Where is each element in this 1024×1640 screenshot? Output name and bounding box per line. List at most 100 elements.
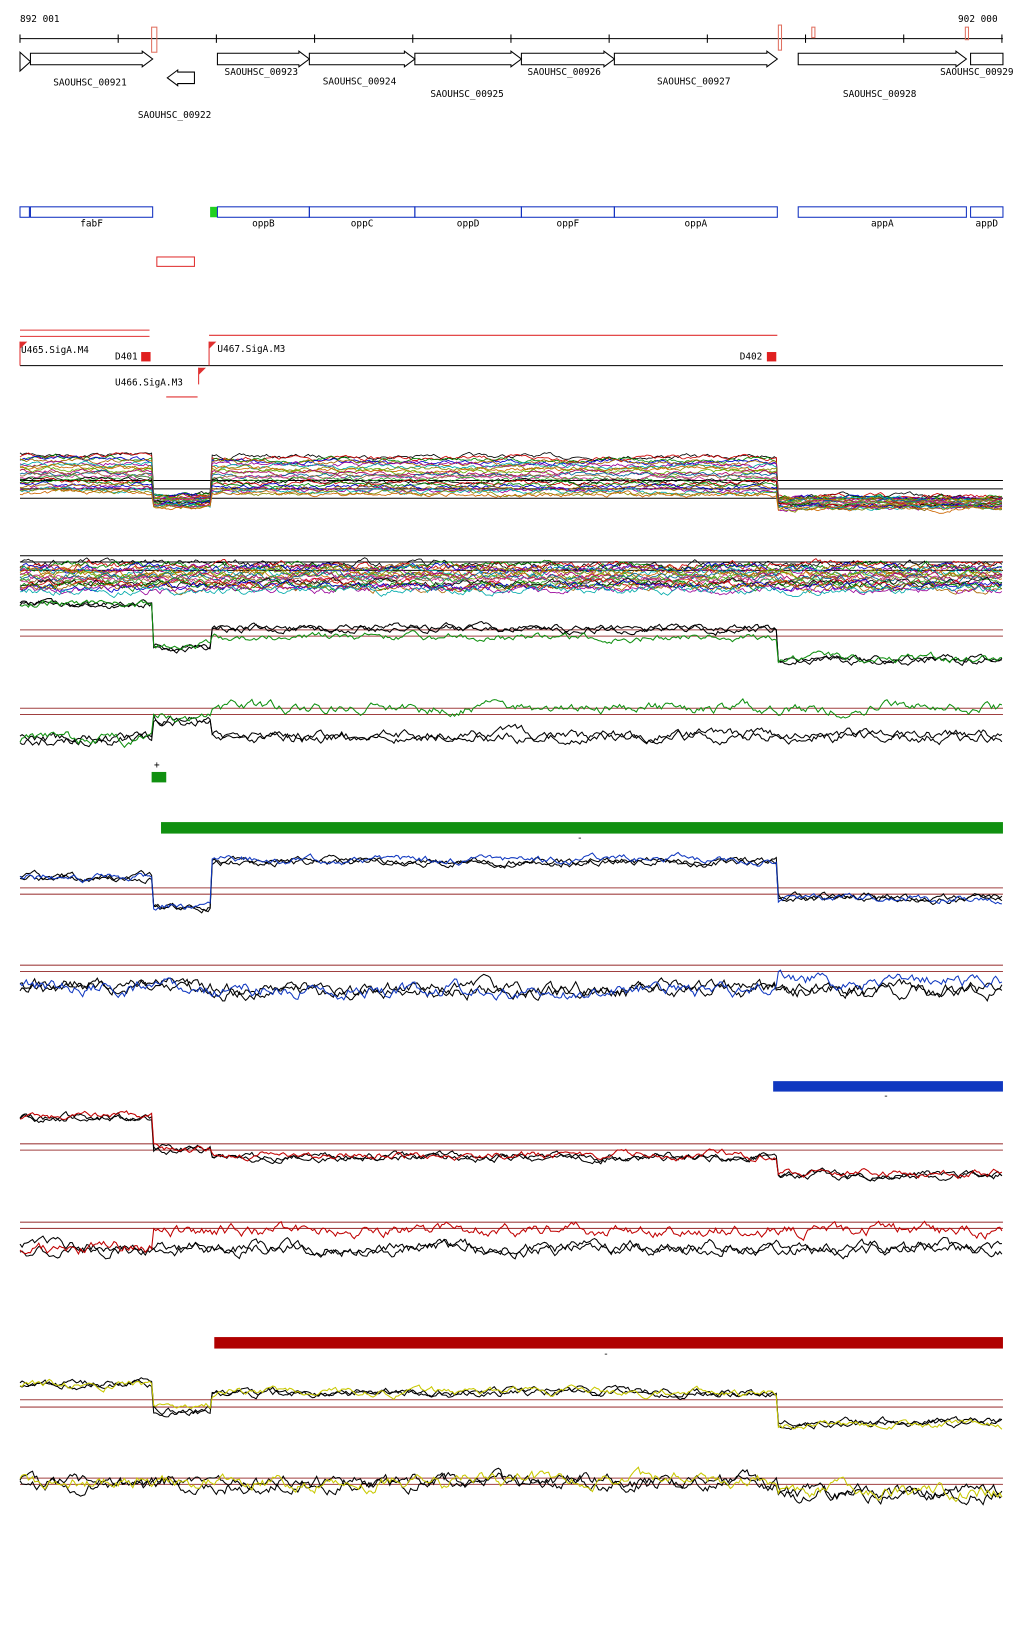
signal-trace [19,562,1003,576]
signal-trace [19,583,1003,599]
feature-box [797,206,967,218]
signal-trace [19,713,1003,748]
signal-trace [19,481,1003,511]
signal-trace [19,1236,1002,1260]
feature-label: appD [975,219,998,230]
feature-label: fabF [80,219,103,230]
ruler-marker [811,26,816,39]
signal-trace [19,598,1003,667]
feature-label: oppD [457,219,480,230]
gene-arrow [797,50,968,68]
signal-trace [19,977,1003,1002]
signal-trace [19,1466,1003,1503]
signal-trace [19,851,1002,911]
feature-box [29,206,154,218]
coord-start: 892 001 [20,14,60,25]
feature-label: oppA [685,219,708,230]
signal-trace [19,716,1003,746]
promoter-flag [198,367,206,376]
feature-label: oppC [351,219,374,230]
signal-trace [19,569,1003,585]
feature-label: oppF [557,219,580,230]
strand-bar [214,1337,1003,1349]
signal-trace [19,1235,1003,1260]
ruler-marker [151,26,158,53]
signal-trace [19,1467,1003,1504]
gene-arrow [29,50,154,68]
signal-trace [19,583,1003,596]
signal-trace [19,1110,1003,1180]
feature-label: appA [871,219,894,230]
gene-label: SAOUHSC_00925 [430,89,504,100]
strand-label: - [883,1091,889,1102]
signal-trace [19,576,1003,590]
feature-label: oppB [252,219,275,230]
ruler-marker [964,26,970,41]
gene-arrow [216,50,311,68]
signal-trace [19,488,1002,514]
signal-trace [19,973,1003,1002]
feature-box [520,206,615,218]
feature-box [970,206,1004,218]
feature-box [19,206,30,218]
terminator [766,352,777,362]
signal-trace [19,599,1002,664]
feature-box [613,206,778,218]
signal-trace [19,698,1003,749]
gene-label: SAOUHSC_00926 [527,67,601,78]
gene-label: SAOUHSC_00923 [225,67,299,78]
gene-arrow [308,50,416,68]
feature-box [414,206,522,218]
signal-trace [19,1379,1003,1431]
signal-trace [19,452,1003,501]
strand-bar [773,1081,1003,1092]
gene-label: SAOUHSC_00922 [138,110,212,121]
strand-label: - [577,833,583,844]
gene-arrow [520,50,616,68]
signal-trace [19,559,1003,574]
promoter-label: U467.SigA.M3 [217,344,285,355]
gene-label: SAOUHSC_00921 [53,78,127,89]
gene-arrow [613,50,779,68]
gene-arrow [970,52,1004,66]
signal-trace [19,486,1003,511]
signal-trace [19,1377,1003,1430]
feature-box [308,206,416,218]
promoter-flag [20,341,28,349]
signal-trace [19,563,1003,577]
promoter-label: D401 [115,351,138,362]
signal-trace [19,568,1003,584]
ruler-marker [777,24,783,51]
gene-arrow [19,51,32,73]
strand-bar [161,822,1003,834]
gene-label: SAOUHSC_00927 [657,77,730,88]
gene-label: SAOUHSC_00928 [843,89,917,100]
strand-label: + [154,760,160,771]
feature-box [216,206,310,218]
signal-trace [19,1472,1003,1506]
signal-trace [19,577,1003,593]
signal-trace [19,574,1002,589]
signal-trace [19,856,1003,912]
signal-trace [19,453,1003,502]
gene-label: SAOUHSC_00924 [323,77,397,88]
coord-end: 902 000 [958,14,998,25]
signal-trace [19,1110,1003,1182]
strand-bar [151,771,167,783]
promoter-label: D402 [740,351,763,362]
gene-arrow [414,50,523,68]
feature-box [156,256,195,267]
promoter-label: U465.SigA.M4 [21,345,89,356]
promoter-label: U466.SigA.M3 [115,377,183,388]
signal-trace [19,854,1003,914]
feature-box [210,206,218,218]
strand-label: - [603,1349,609,1360]
terminator [141,352,151,362]
signal-trace [19,600,1003,666]
gene-arrow [166,68,195,87]
signal-trace [19,1378,1003,1430]
signal-trace [19,572,1003,586]
promoter-flag [209,341,217,349]
